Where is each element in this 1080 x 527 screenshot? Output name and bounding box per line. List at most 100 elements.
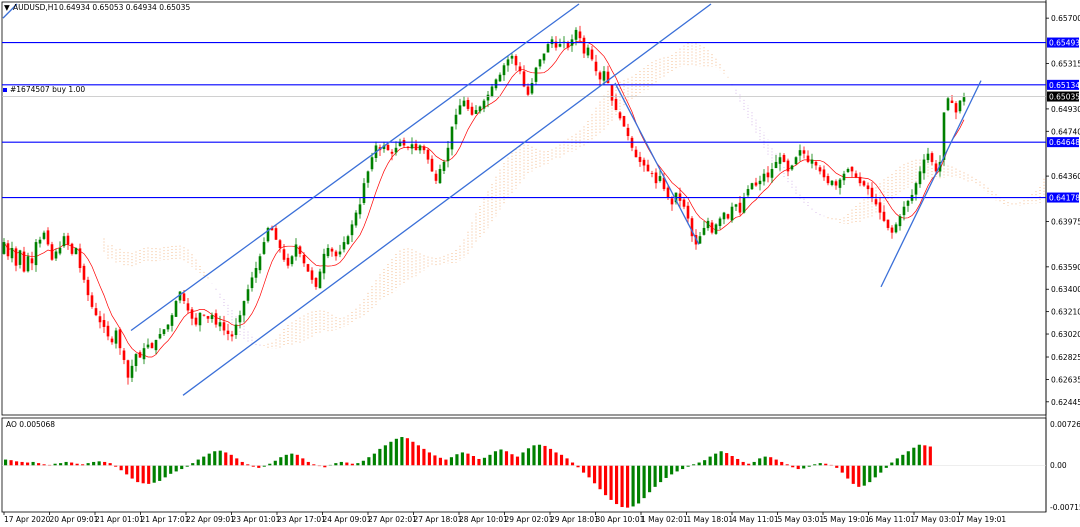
candle <box>450 126 454 156</box>
candle <box>334 249 338 261</box>
candle-body <box>286 257 290 266</box>
ao-bar <box>141 465 145 484</box>
candle <box>202 314 206 317</box>
candle <box>458 98 462 115</box>
ao-bar <box>103 461 107 466</box>
x-tick-label: 5 May 19:01 <box>823 515 870 524</box>
candle-body <box>410 144 414 149</box>
order-marker-icon[interactable] <box>3 88 7 92</box>
candle <box>290 254 294 267</box>
candle <box>542 53 546 64</box>
candle <box>958 99 962 114</box>
candle-body <box>390 151 394 154</box>
candle <box>690 216 694 242</box>
candle-body <box>430 158 434 172</box>
candle <box>722 211 726 225</box>
candle-body <box>518 66 522 72</box>
ao-bar <box>725 453 729 466</box>
x-tick: 5 May 03:01 <box>777 512 824 524</box>
ao-bar <box>53 463 57 466</box>
ao-bar <box>675 465 679 472</box>
candle <box>278 238 282 253</box>
ao-bar <box>20 461 24 466</box>
chart-dropdown-icon[interactable]: ▼ <box>4 3 10 12</box>
ao-bar <box>477 458 481 466</box>
candle <box>258 253 262 274</box>
ao-bar <box>97 461 101 466</box>
trend-lines[interactable] <box>2 3 982 396</box>
candle-body <box>642 159 646 166</box>
x-tick: 21 Apr 17:01 <box>140 512 190 524</box>
tag-bg <box>1047 192 1079 203</box>
x-tick-label: 21 Apr 17:01 <box>141 515 190 524</box>
candle <box>366 170 370 188</box>
x-tick-label: 24 Apr 09:01 <box>323 515 372 524</box>
candle-body <box>102 320 106 327</box>
candle-body <box>638 156 642 162</box>
candle-body <box>442 161 446 171</box>
candle-body <box>142 348 146 360</box>
candle <box>826 173 830 186</box>
candle <box>86 276 90 302</box>
candle-body <box>54 251 58 259</box>
price-pane[interactable] <box>1 1 1047 416</box>
symbol-label: AUDUSD,H1 <box>13 3 58 12</box>
candle <box>538 58 542 70</box>
candle <box>326 244 330 259</box>
candle <box>178 290 182 304</box>
ao-bar <box>791 465 795 468</box>
candle <box>634 146 638 158</box>
ao-bar <box>736 458 740 466</box>
candle <box>70 242 74 256</box>
x-tick-label: 21 Apr 01:01 <box>95 515 144 524</box>
candle-body <box>402 140 406 146</box>
candle-body <box>350 224 354 236</box>
candle-body <box>506 59 510 66</box>
ao-bar <box>15 461 19 466</box>
candle-body <box>438 169 442 184</box>
trend-line <box>614 82 700 245</box>
candle-body <box>250 277 254 289</box>
candle <box>358 197 362 219</box>
ao-bar <box>301 458 305 466</box>
candle <box>714 223 718 235</box>
candle <box>946 97 950 112</box>
candle <box>446 141 450 168</box>
candle <box>350 220 354 242</box>
candle <box>726 213 730 220</box>
ao-bar <box>532 445 536 466</box>
candle <box>346 234 350 245</box>
candle <box>394 141 398 156</box>
ao-bar <box>262 465 266 467</box>
order-label[interactable]: #1674507 buy 1.00 <box>10 85 85 94</box>
candle <box>406 146 410 151</box>
ao-bar <box>455 454 459 466</box>
candle <box>294 238 298 261</box>
x-tick-label: 7 May 19:01 <box>960 515 1007 524</box>
ao-bar <box>686 465 690 467</box>
candle <box>578 25 582 43</box>
ao-bar <box>422 448 426 466</box>
candle-body <box>398 141 402 147</box>
ao-bar <box>906 451 910 466</box>
candle <box>286 253 290 269</box>
ao-bar <box>136 465 140 483</box>
x-tick: 7 May 19:01 <box>959 512 1007 524</box>
ao-bar <box>400 437 404 466</box>
x-tick: 22 Apr 09:01 <box>185 512 235 524</box>
candle-body <box>942 112 946 160</box>
candle-body <box>290 256 294 265</box>
candle-body <box>814 161 818 166</box>
candle-body <box>874 199 878 205</box>
x-tick-label: 29 Apr 02:01 <box>505 515 554 524</box>
candle <box>702 220 706 236</box>
candle <box>330 247 334 257</box>
candle <box>922 154 926 180</box>
candle-body <box>930 153 934 162</box>
candle-body <box>710 222 714 233</box>
candle <box>874 194 878 207</box>
candle-body <box>46 230 50 245</box>
x-tick-label: 4 May 11:01 <box>732 515 779 524</box>
